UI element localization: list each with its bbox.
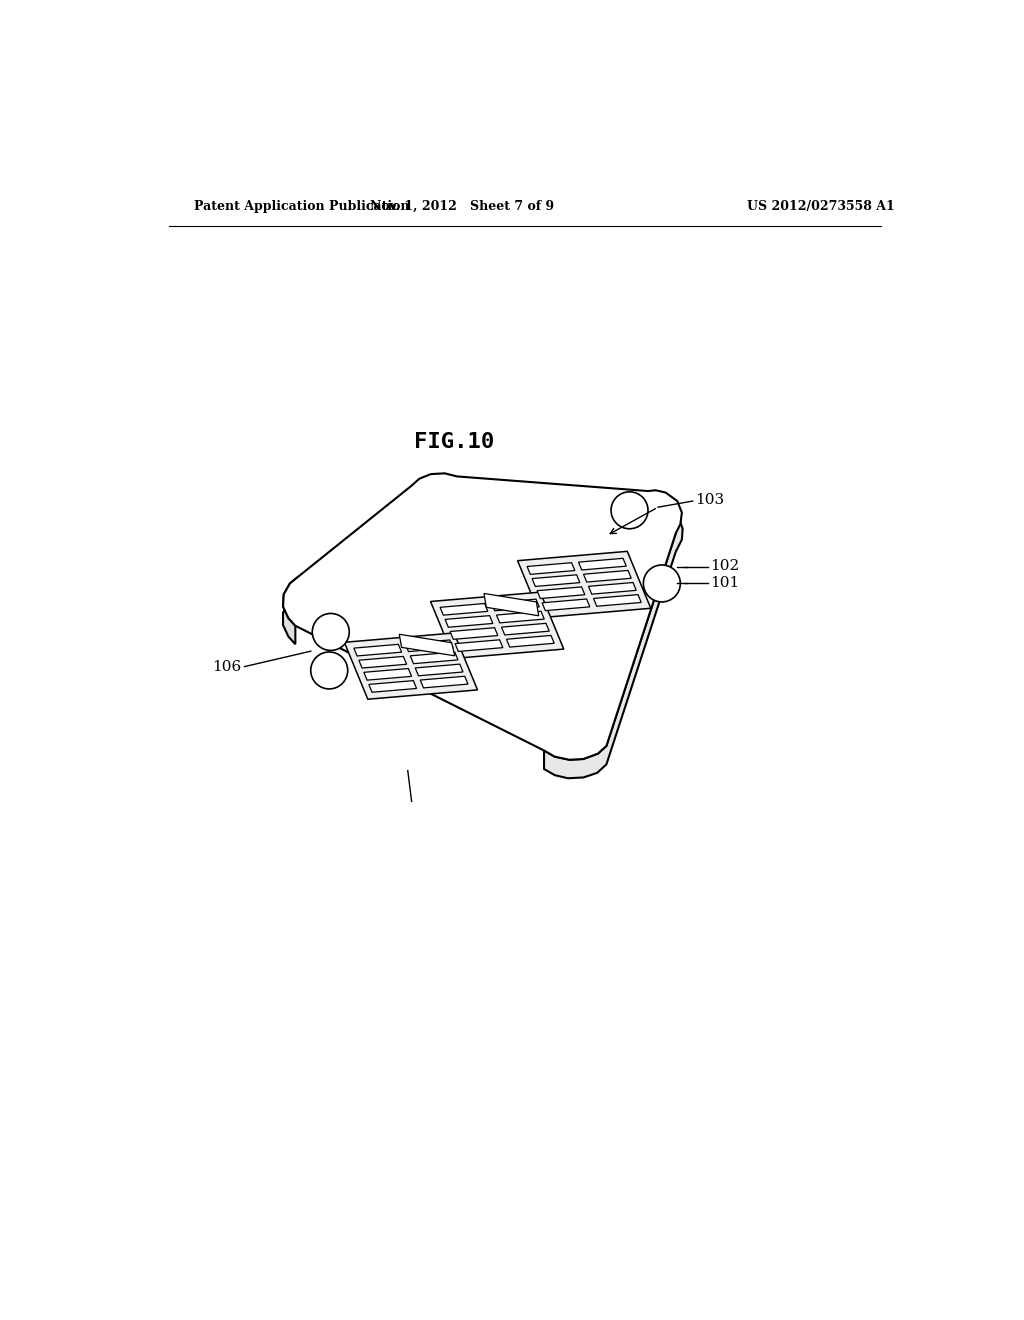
Polygon shape — [445, 615, 493, 627]
Polygon shape — [420, 676, 468, 688]
Circle shape — [643, 565, 680, 602]
Polygon shape — [542, 599, 590, 611]
Polygon shape — [579, 558, 627, 570]
Text: 101: 101 — [711, 577, 739, 590]
Polygon shape — [369, 681, 417, 692]
Polygon shape — [451, 628, 498, 639]
Polygon shape — [502, 623, 549, 635]
Polygon shape — [584, 570, 631, 582]
Text: Nov. 1, 2012   Sheet 7 of 9: Nov. 1, 2012 Sheet 7 of 9 — [370, 199, 554, 213]
Circle shape — [312, 614, 349, 651]
Polygon shape — [455, 640, 503, 652]
Polygon shape — [416, 664, 463, 676]
Text: US 2012/0273558 A1: US 2012/0273558 A1 — [746, 199, 894, 213]
Polygon shape — [527, 562, 574, 574]
Polygon shape — [492, 599, 540, 611]
Text: 103: 103 — [695, 492, 724, 507]
Polygon shape — [399, 635, 455, 656]
Text: 102: 102 — [711, 560, 739, 573]
Polygon shape — [589, 582, 636, 594]
Polygon shape — [517, 552, 651, 618]
Circle shape — [310, 652, 348, 689]
Polygon shape — [497, 611, 544, 623]
Polygon shape — [411, 652, 458, 664]
Polygon shape — [364, 668, 412, 680]
Polygon shape — [594, 594, 641, 606]
Text: Patent Application Publication: Patent Application Publication — [194, 199, 410, 213]
Polygon shape — [354, 644, 401, 656]
Polygon shape — [532, 574, 580, 586]
Polygon shape — [283, 474, 682, 760]
Text: FIG.10: FIG.10 — [414, 432, 495, 451]
Polygon shape — [544, 517, 683, 779]
Polygon shape — [283, 577, 298, 644]
Polygon shape — [406, 640, 453, 652]
Text: 106: 106 — [212, 660, 242, 673]
Polygon shape — [430, 593, 564, 659]
Polygon shape — [440, 603, 487, 615]
Polygon shape — [358, 656, 407, 668]
Polygon shape — [484, 594, 539, 615]
Polygon shape — [507, 635, 554, 647]
Polygon shape — [344, 634, 477, 700]
Circle shape — [611, 492, 648, 529]
Polygon shape — [538, 587, 585, 598]
